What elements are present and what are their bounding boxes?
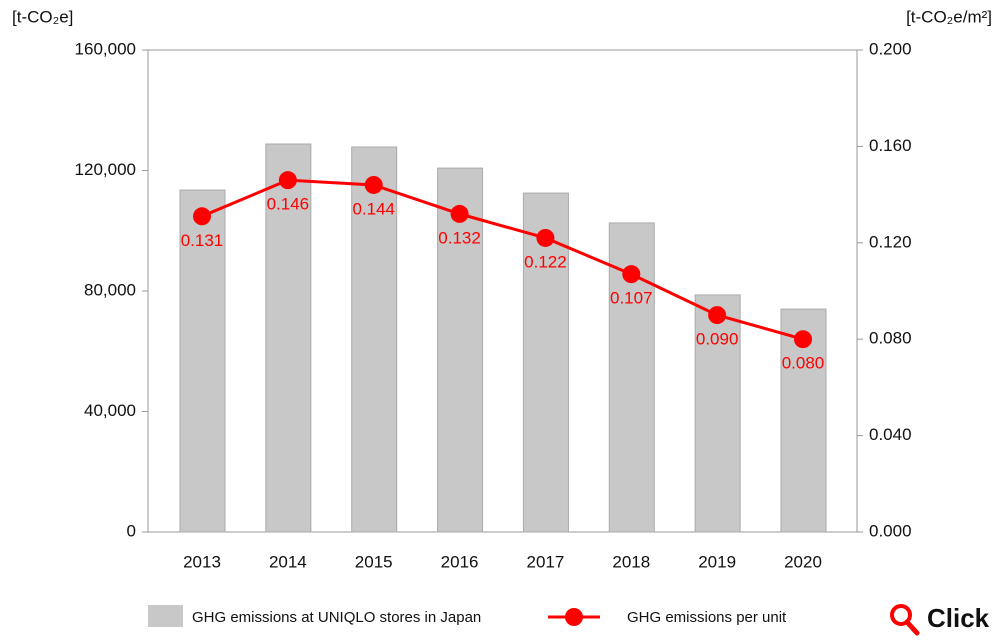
- point: [536, 228, 555, 247]
- x-tick-label: 2016: [441, 552, 479, 571]
- y2-tick-label: 0.120: [869, 232, 912, 251]
- y-axis-label: [t-CO₂e]: [12, 7, 73, 26]
- x-tick-label: 2020: [784, 552, 822, 571]
- bar: [351, 146, 398, 533]
- bar: [179, 189, 226, 533]
- click-button[interactable]: Click: [890, 603, 990, 636]
- y-tick-label: 0: [127, 521, 136, 540]
- y2-tick-label: 0.200: [869, 39, 912, 58]
- point: [364, 175, 383, 194]
- data-label: 0.131: [181, 231, 224, 250]
- line: [201, 178, 804, 341]
- y-tick-label: 40,000: [84, 401, 136, 420]
- x-tick-label: 2013: [183, 552, 221, 571]
- point: [794, 330, 812, 349]
- data-label: 0.132: [438, 228, 481, 247]
- legend-label: GHG emissions at UNIQLO stores in Japan: [192, 609, 481, 626]
- point: [622, 265, 641, 284]
- legend-label: GHG emissions per unit: [627, 609, 787, 626]
- bar: [522, 192, 569, 533]
- x-tick-label: 2018: [612, 552, 650, 571]
- point: [450, 204, 469, 223]
- data-label: 0.122: [524, 252, 567, 271]
- data-label: 0.146: [267, 195, 310, 214]
- y2-tick-label: 0.040: [869, 425, 912, 444]
- button-label[interactable]: Click: [927, 603, 990, 633]
- bar: [437, 167, 484, 533]
- bar: [265, 143, 312, 533]
- y-tick-label: 160,000: [75, 39, 136, 58]
- search-icon: [890, 604, 912, 626]
- bar: [694, 294, 741, 533]
- x-tick-label: 2015: [355, 552, 393, 571]
- data-label: 0.107: [610, 289, 653, 308]
- point: [278, 171, 297, 190]
- y2-tick-label: 0.080: [869, 329, 912, 348]
- data-label: 0.090: [696, 330, 739, 349]
- x-tick-label: 2019: [698, 552, 736, 571]
- x-tick-label: 2017: [527, 552, 565, 571]
- y2-tick-label: 0.000: [869, 521, 912, 540]
- point: [708, 306, 727, 325]
- legend-swatch: [565, 608, 583, 626]
- x-tick-label: 2014: [269, 552, 307, 571]
- data-label: 0.144: [352, 199, 395, 218]
- point: [193, 207, 211, 226]
- search-icon-handle: [904, 619, 920, 636]
- y-tick-label: 120,000: [75, 160, 136, 179]
- data-label: 0.080: [782, 354, 825, 373]
- plot-area: [147, 49, 858, 533]
- y-tick-label: 80,000: [84, 280, 136, 299]
- y2-axis-label: [t-CO₂e/m²]: [906, 7, 992, 26]
- y2-tick-label: 0.160: [869, 136, 912, 155]
- legend-swatch: [148, 605, 183, 627]
